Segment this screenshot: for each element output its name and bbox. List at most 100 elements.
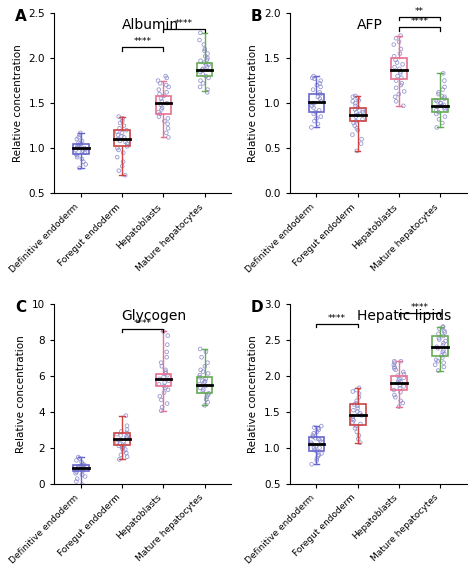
Point bbox=[353, 399, 361, 408]
Point bbox=[203, 392, 210, 402]
Point bbox=[317, 97, 325, 106]
Point bbox=[118, 162, 126, 171]
Point bbox=[122, 411, 130, 420]
Point bbox=[74, 463, 82, 472]
Bar bbox=[155, 374, 171, 386]
Point bbox=[311, 445, 319, 454]
Point bbox=[351, 424, 359, 433]
Point bbox=[355, 392, 363, 402]
Point bbox=[315, 450, 323, 459]
Text: D: D bbox=[251, 300, 263, 315]
Point bbox=[123, 139, 131, 148]
Point bbox=[201, 51, 209, 61]
Point bbox=[157, 358, 165, 367]
Point bbox=[119, 443, 127, 452]
Point bbox=[438, 101, 446, 110]
Point bbox=[398, 79, 406, 88]
Point bbox=[400, 373, 408, 382]
Point bbox=[78, 458, 85, 467]
Point bbox=[204, 49, 211, 58]
Point bbox=[118, 117, 126, 126]
Point bbox=[161, 378, 168, 387]
Point bbox=[399, 399, 407, 408]
Point bbox=[391, 363, 399, 372]
Point bbox=[432, 106, 440, 115]
Point bbox=[118, 132, 125, 141]
Point bbox=[202, 374, 210, 383]
Point bbox=[354, 407, 361, 416]
Point bbox=[349, 387, 356, 396]
Point bbox=[164, 371, 171, 380]
Point bbox=[313, 81, 320, 90]
Point bbox=[201, 46, 209, 55]
Point bbox=[317, 76, 325, 85]
Point bbox=[392, 92, 399, 101]
Point bbox=[433, 123, 440, 132]
Point bbox=[113, 430, 121, 439]
Point bbox=[199, 376, 206, 385]
Point bbox=[79, 459, 86, 468]
Bar bbox=[197, 62, 212, 76]
Point bbox=[354, 110, 362, 120]
Point bbox=[353, 146, 361, 156]
Point bbox=[316, 79, 324, 88]
Point bbox=[160, 382, 168, 391]
Bar bbox=[350, 108, 365, 121]
Point bbox=[158, 105, 165, 114]
Point bbox=[202, 72, 210, 81]
Bar bbox=[391, 58, 407, 79]
Point bbox=[391, 364, 398, 373]
Point bbox=[75, 462, 83, 471]
Point bbox=[354, 126, 362, 135]
Point bbox=[396, 380, 403, 390]
Point bbox=[157, 395, 165, 404]
Point bbox=[352, 117, 360, 126]
Point bbox=[354, 103, 362, 112]
Text: ****: **** bbox=[328, 314, 346, 323]
Point bbox=[439, 347, 447, 356]
Point bbox=[435, 366, 442, 375]
Point bbox=[158, 103, 166, 112]
Point bbox=[116, 124, 123, 133]
Point bbox=[120, 437, 128, 446]
Point bbox=[164, 114, 172, 123]
Point bbox=[316, 94, 324, 103]
Point bbox=[163, 81, 170, 90]
Point bbox=[310, 74, 318, 84]
Text: AFP: AFP bbox=[357, 18, 383, 33]
Point bbox=[119, 157, 127, 166]
Point bbox=[397, 45, 405, 54]
Point bbox=[73, 151, 81, 160]
Point bbox=[79, 480, 86, 489]
Text: Hepatic lipids: Hepatic lipids bbox=[357, 309, 451, 323]
Point bbox=[197, 76, 204, 85]
Point bbox=[81, 148, 89, 157]
Point bbox=[436, 324, 443, 333]
Point bbox=[73, 467, 81, 476]
Point bbox=[196, 380, 203, 389]
Point bbox=[316, 443, 323, 452]
Point bbox=[348, 130, 356, 139]
Point bbox=[160, 92, 168, 101]
Point bbox=[78, 147, 86, 156]
Text: A: A bbox=[15, 9, 27, 25]
Point bbox=[314, 92, 322, 101]
Point bbox=[351, 105, 359, 114]
Point bbox=[390, 51, 398, 61]
Point bbox=[200, 385, 207, 394]
Point bbox=[440, 339, 447, 348]
Point bbox=[162, 366, 169, 375]
Point bbox=[196, 371, 203, 380]
Point bbox=[160, 388, 168, 398]
Point bbox=[196, 344, 204, 353]
Point bbox=[78, 136, 86, 145]
Point bbox=[203, 88, 211, 97]
Point bbox=[397, 31, 404, 40]
Point bbox=[165, 82, 173, 92]
Point bbox=[204, 85, 211, 94]
Point bbox=[441, 76, 448, 85]
Point bbox=[399, 60, 406, 69]
Text: B: B bbox=[251, 9, 262, 25]
Point bbox=[350, 400, 358, 409]
Point bbox=[164, 385, 172, 394]
